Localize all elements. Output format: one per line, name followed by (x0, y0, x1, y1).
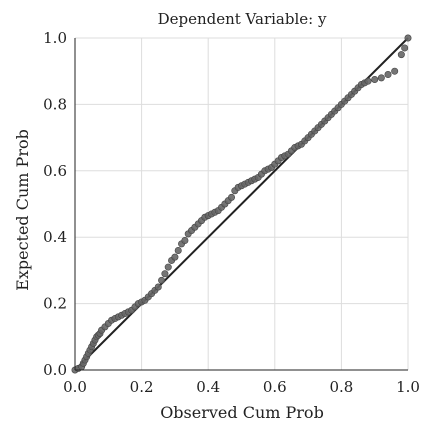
y-tick-label: 0.6 (43, 162, 67, 180)
data-point (401, 44, 409, 52)
data-point (364, 77, 372, 85)
data-point (377, 74, 385, 82)
data-point (228, 193, 236, 201)
x-tick-label: 0.0 (63, 378, 87, 396)
data-point (397, 51, 405, 59)
x-tick-label: 0.8 (329, 378, 353, 396)
data-point (404, 34, 412, 42)
data-point (384, 71, 392, 79)
data-point (154, 283, 162, 291)
x-tick-label: 0.2 (130, 378, 154, 396)
y-tick-label: 0.8 (43, 95, 67, 113)
axes (74, 38, 408, 371)
data-point (391, 67, 399, 75)
x-axis-title: Observed Cum Prob (160, 403, 324, 422)
y-tick-label: 0.4 (43, 228, 67, 246)
y-axis-title: Expected Cum Prob (13, 129, 32, 291)
grid-lines (74, 37, 409, 371)
x-tick-label: 0.6 (263, 378, 287, 396)
chart-title: Dependent Variable: y (158, 10, 327, 28)
data-point (174, 246, 182, 254)
data-point (371, 76, 379, 84)
y-tick-label: 1.0 (43, 29, 67, 47)
data-point (161, 270, 169, 278)
y-tick-label: 0.2 (43, 295, 67, 313)
y-tick-label: 0.0 (43, 361, 67, 379)
tick-labels: 0.0 0.2 0.4 0.6 0.8 1.0 0.0 0.2 0.4 0.6 0.8 1.0 (43, 29, 420, 396)
data-point (171, 253, 179, 261)
data-points-group (71, 34, 412, 374)
data-point (158, 276, 166, 284)
data-point (181, 237, 189, 245)
x-tick-label: 0.4 (196, 378, 220, 396)
data-point (164, 263, 172, 271)
x-tick-label: 1.0 (396, 378, 420, 396)
